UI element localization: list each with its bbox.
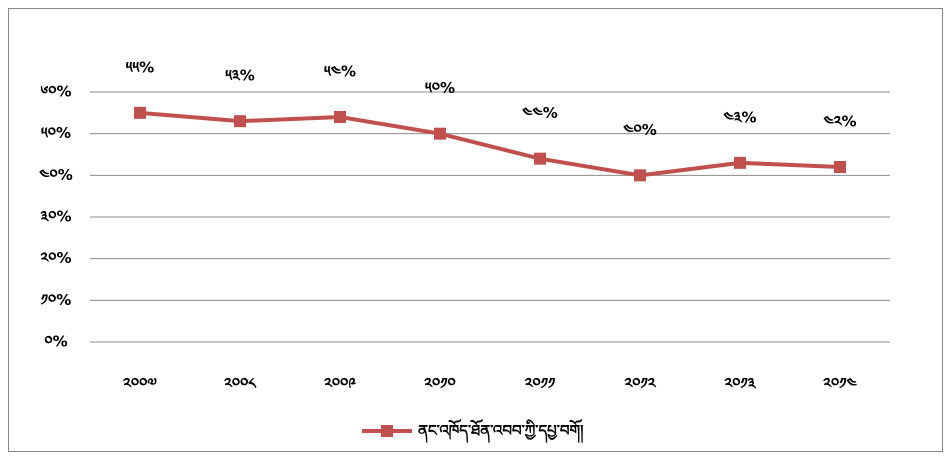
point-marker [334, 111, 346, 123]
data-label: ༤༠% [622, 121, 657, 139]
x-tick-label: ༢༠༡༤ [823, 375, 857, 393]
x-tick-label: ༢༠༠༩ [324, 375, 356, 393]
y-tick-label: ༤༠% [38, 166, 73, 184]
data-label: ༥༤% [324, 63, 356, 81]
x-tick-label: ༢༠༡༡ [525, 375, 556, 393]
data-label: ༤༣% [722, 108, 756, 126]
data-label: ༥༣% [225, 67, 254, 85]
legend-marker [381, 425, 393, 437]
point-marker [434, 127, 446, 140]
x-tick-label: ༢༠༡༠ [424, 375, 456, 393]
point-marker [834, 161, 846, 173]
x-tick-label: ༢༠༡༢ [624, 375, 656, 393]
y-tick-label: ༢༠% [40, 249, 71, 267]
series-line [139, 110, 841, 178]
point-marker [134, 106, 146, 119]
data-label: ༥༥% [126, 58, 154, 76]
data-label: ༤༢% [822, 113, 856, 131]
y-tick-label: ༥༠% [41, 124, 71, 142]
point-marker [734, 156, 746, 169]
data-label: ༥༠% [425, 79, 455, 97]
point-marker [234, 115, 246, 128]
y-tick-label: ༡༠% [41, 291, 72, 309]
x-tick-label: ༢༠༠༨ [224, 375, 257, 393]
y-tick-label: ༣༠% [40, 208, 71, 226]
legend-label: ནང་འཁོད་ཐོན་འབབ་ཀྱི་དཔྱ་བགོ། [418, 419, 584, 444]
x-tick-label: ༢༠༡༣ [724, 375, 756, 393]
data-label: ༤༤% [521, 104, 558, 122]
x-tick-label: ༢༠༠༧ [123, 375, 157, 393]
point-marker [634, 169, 646, 182]
chart-frame [8, 8, 943, 452]
y-tick-label: ༦༠% [40, 83, 71, 101]
point-marker [534, 152, 546, 165]
y-tick-label: ༠% [44, 333, 67, 351]
